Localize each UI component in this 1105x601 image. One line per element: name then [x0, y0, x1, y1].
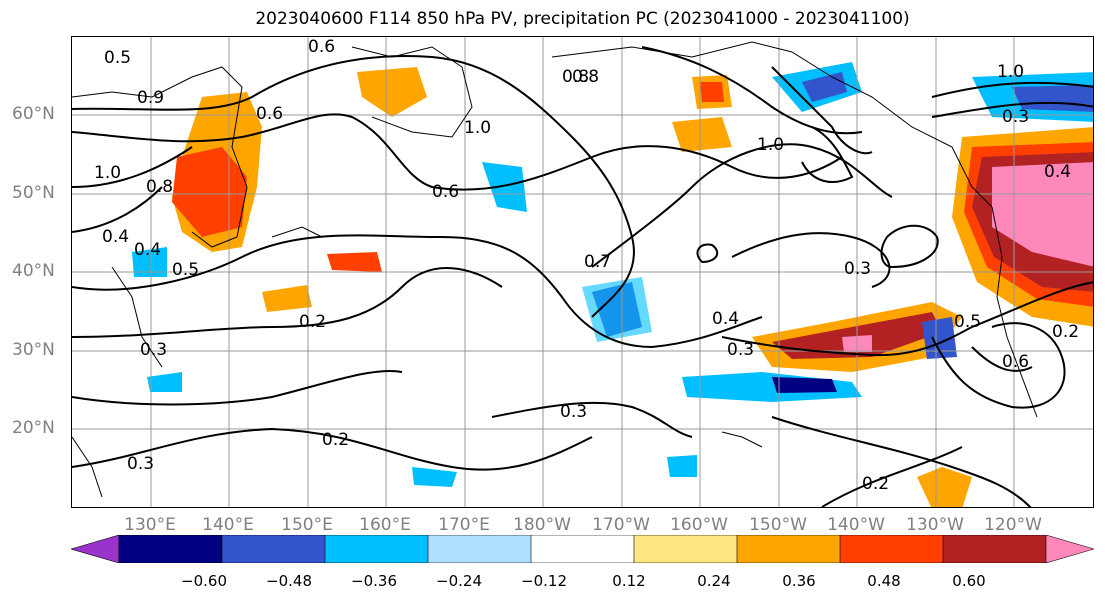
colorbar	[71, 535, 1094, 563]
lon-label: 130°E	[124, 515, 176, 535]
map-panel: 0.5 0.6 0.8 0.9 0.6 1.0 0.8 1.0 1.0 0.8 …	[71, 36, 1094, 508]
contour-label: 0.3	[727, 340, 754, 360]
contour-label: 0.8	[146, 177, 173, 197]
precip-pos-aleutian	[672, 117, 732, 152]
precip-neg-sub-inner	[772, 377, 837, 393]
contour-label: 0.5	[172, 260, 199, 280]
colorbar-segment	[221, 535, 326, 563]
lon-label: 170°E	[438, 515, 490, 535]
contour-label: 0.7	[584, 252, 611, 272]
contour-label: 0.6	[256, 104, 283, 124]
colorbar-segment	[71, 535, 120, 563]
lon-label: 160°E	[359, 515, 411, 535]
precip-pos-nwpac	[262, 285, 312, 312]
precip-pos-alaska-inner	[700, 82, 724, 102]
colorbar-tick: −0.24	[436, 572, 482, 590]
contour-label: 0.3	[1002, 107, 1029, 127]
contour-label: 1.0	[997, 62, 1024, 82]
precip-pos-na-pink	[992, 162, 1093, 267]
colorbar-tick: 0.24	[697, 572, 731, 590]
colorbar-segment	[942, 535, 1047, 563]
colorbar-tick: 0.12	[612, 572, 646, 590]
contour-label: 1.0	[94, 163, 121, 183]
lon-label: 180°W	[513, 515, 571, 535]
colorbar-segment	[530, 535, 635, 563]
contour-label: 0.8	[572, 67, 599, 87]
precip-pos-kamchatka	[357, 67, 427, 117]
lat-label: 20°N	[12, 418, 55, 438]
precip-pos-baja	[917, 467, 972, 507]
lat-label: 40°N	[12, 261, 55, 281]
contour-label: 0.9	[137, 88, 164, 108]
contour-label: 0.4	[1044, 162, 1071, 182]
map-svg: 0.5 0.6 0.8 0.9 0.6 1.0 0.8 1.0 1.0 0.8 …	[72, 37, 1093, 507]
colorbar-segment	[427, 535, 532, 563]
contour-label: 0.3	[844, 259, 871, 279]
colorbar-tick: −0.12	[521, 572, 567, 590]
contour-label: 0.5	[104, 48, 131, 68]
pv-contours	[72, 46, 1093, 507]
contour-label: 0.8	[562, 67, 589, 87]
colorbar-tick: −0.48	[266, 572, 312, 590]
precip-neg-central-outer	[582, 277, 652, 342]
precip-neg-west	[147, 372, 182, 392]
colorbar-tick: 0.48	[867, 572, 901, 590]
contour-label: 0.5	[954, 312, 981, 332]
map-title: 2023040600 F114 850 hPa PV, precipitatio…	[255, 9, 910, 29]
precip-neg-japan	[132, 247, 167, 277]
lon-label: 150°E	[281, 515, 333, 535]
colorbar-tick: 0.60	[952, 572, 986, 590]
lon-label: 140°E	[202, 515, 254, 535]
precip-neg-canada-inner	[1012, 85, 1093, 112]
colorbar-segment	[324, 535, 429, 563]
contour-label: 0.4	[134, 240, 161, 260]
precip-pos-japan-inner	[172, 147, 247, 237]
colorbar-segments	[71, 535, 1094, 563]
contour-label-group: 0.5 0.6 0.8 0.9 0.6 1.0 0.8 1.0 1.0 0.8 …	[94, 37, 1079, 494]
contour-label: 0.3	[140, 340, 167, 360]
colorbar-segment	[839, 535, 944, 563]
contour-label: 0.4	[102, 227, 129, 247]
precip-neg-eastpac	[922, 317, 957, 359]
colorbar-tick: −0.36	[351, 572, 397, 590]
contour-label: 1.0	[464, 118, 491, 138]
lon-label: 120°W	[984, 515, 1042, 535]
contour-label: 0.2	[299, 312, 326, 332]
precip-neg-hawaii	[667, 455, 697, 477]
colorbar-tick: 0.36	[782, 572, 816, 590]
contour-label: 0.3	[127, 454, 154, 474]
precip-neg-gulf-alaska-inner	[802, 72, 847, 102]
contour-label: 0.4	[712, 309, 739, 329]
lon-label: 150°W	[749, 515, 807, 535]
contour-label: 0.6	[1002, 352, 1029, 372]
lon-label: 130°W	[906, 515, 964, 535]
contour-label: 0.3	[560, 402, 587, 422]
contour-label: 0.2	[862, 474, 889, 494]
contour-label: 1.0	[757, 135, 784, 155]
lat-label: 30°N	[12, 340, 55, 360]
lon-label: 140°W	[827, 515, 885, 535]
colorbar-tick: −0.60	[181, 572, 227, 590]
colorbar-segment	[633, 535, 738, 563]
lat-label: 50°N	[12, 183, 55, 203]
colorbar-segment	[1045, 535, 1094, 563]
lon-label: 170°W	[592, 515, 650, 535]
colorbar-segment	[118, 535, 223, 563]
graticule	[72, 37, 1093, 507]
lat-label: 60°N	[12, 104, 55, 124]
contour-label: 0.2	[1052, 322, 1079, 342]
coastlines	[72, 41, 1038, 498]
precip-pos-central	[327, 252, 382, 272]
precip-neg-midnp	[482, 162, 527, 212]
lon-label: 160°W	[670, 515, 728, 535]
contour-label: 0.6	[308, 37, 335, 57]
contour-label: 0.2	[322, 430, 349, 450]
contour-label: 0.6	[432, 182, 459, 202]
precip-neg-south	[412, 467, 457, 487]
colorbar-segment	[736, 535, 841, 563]
